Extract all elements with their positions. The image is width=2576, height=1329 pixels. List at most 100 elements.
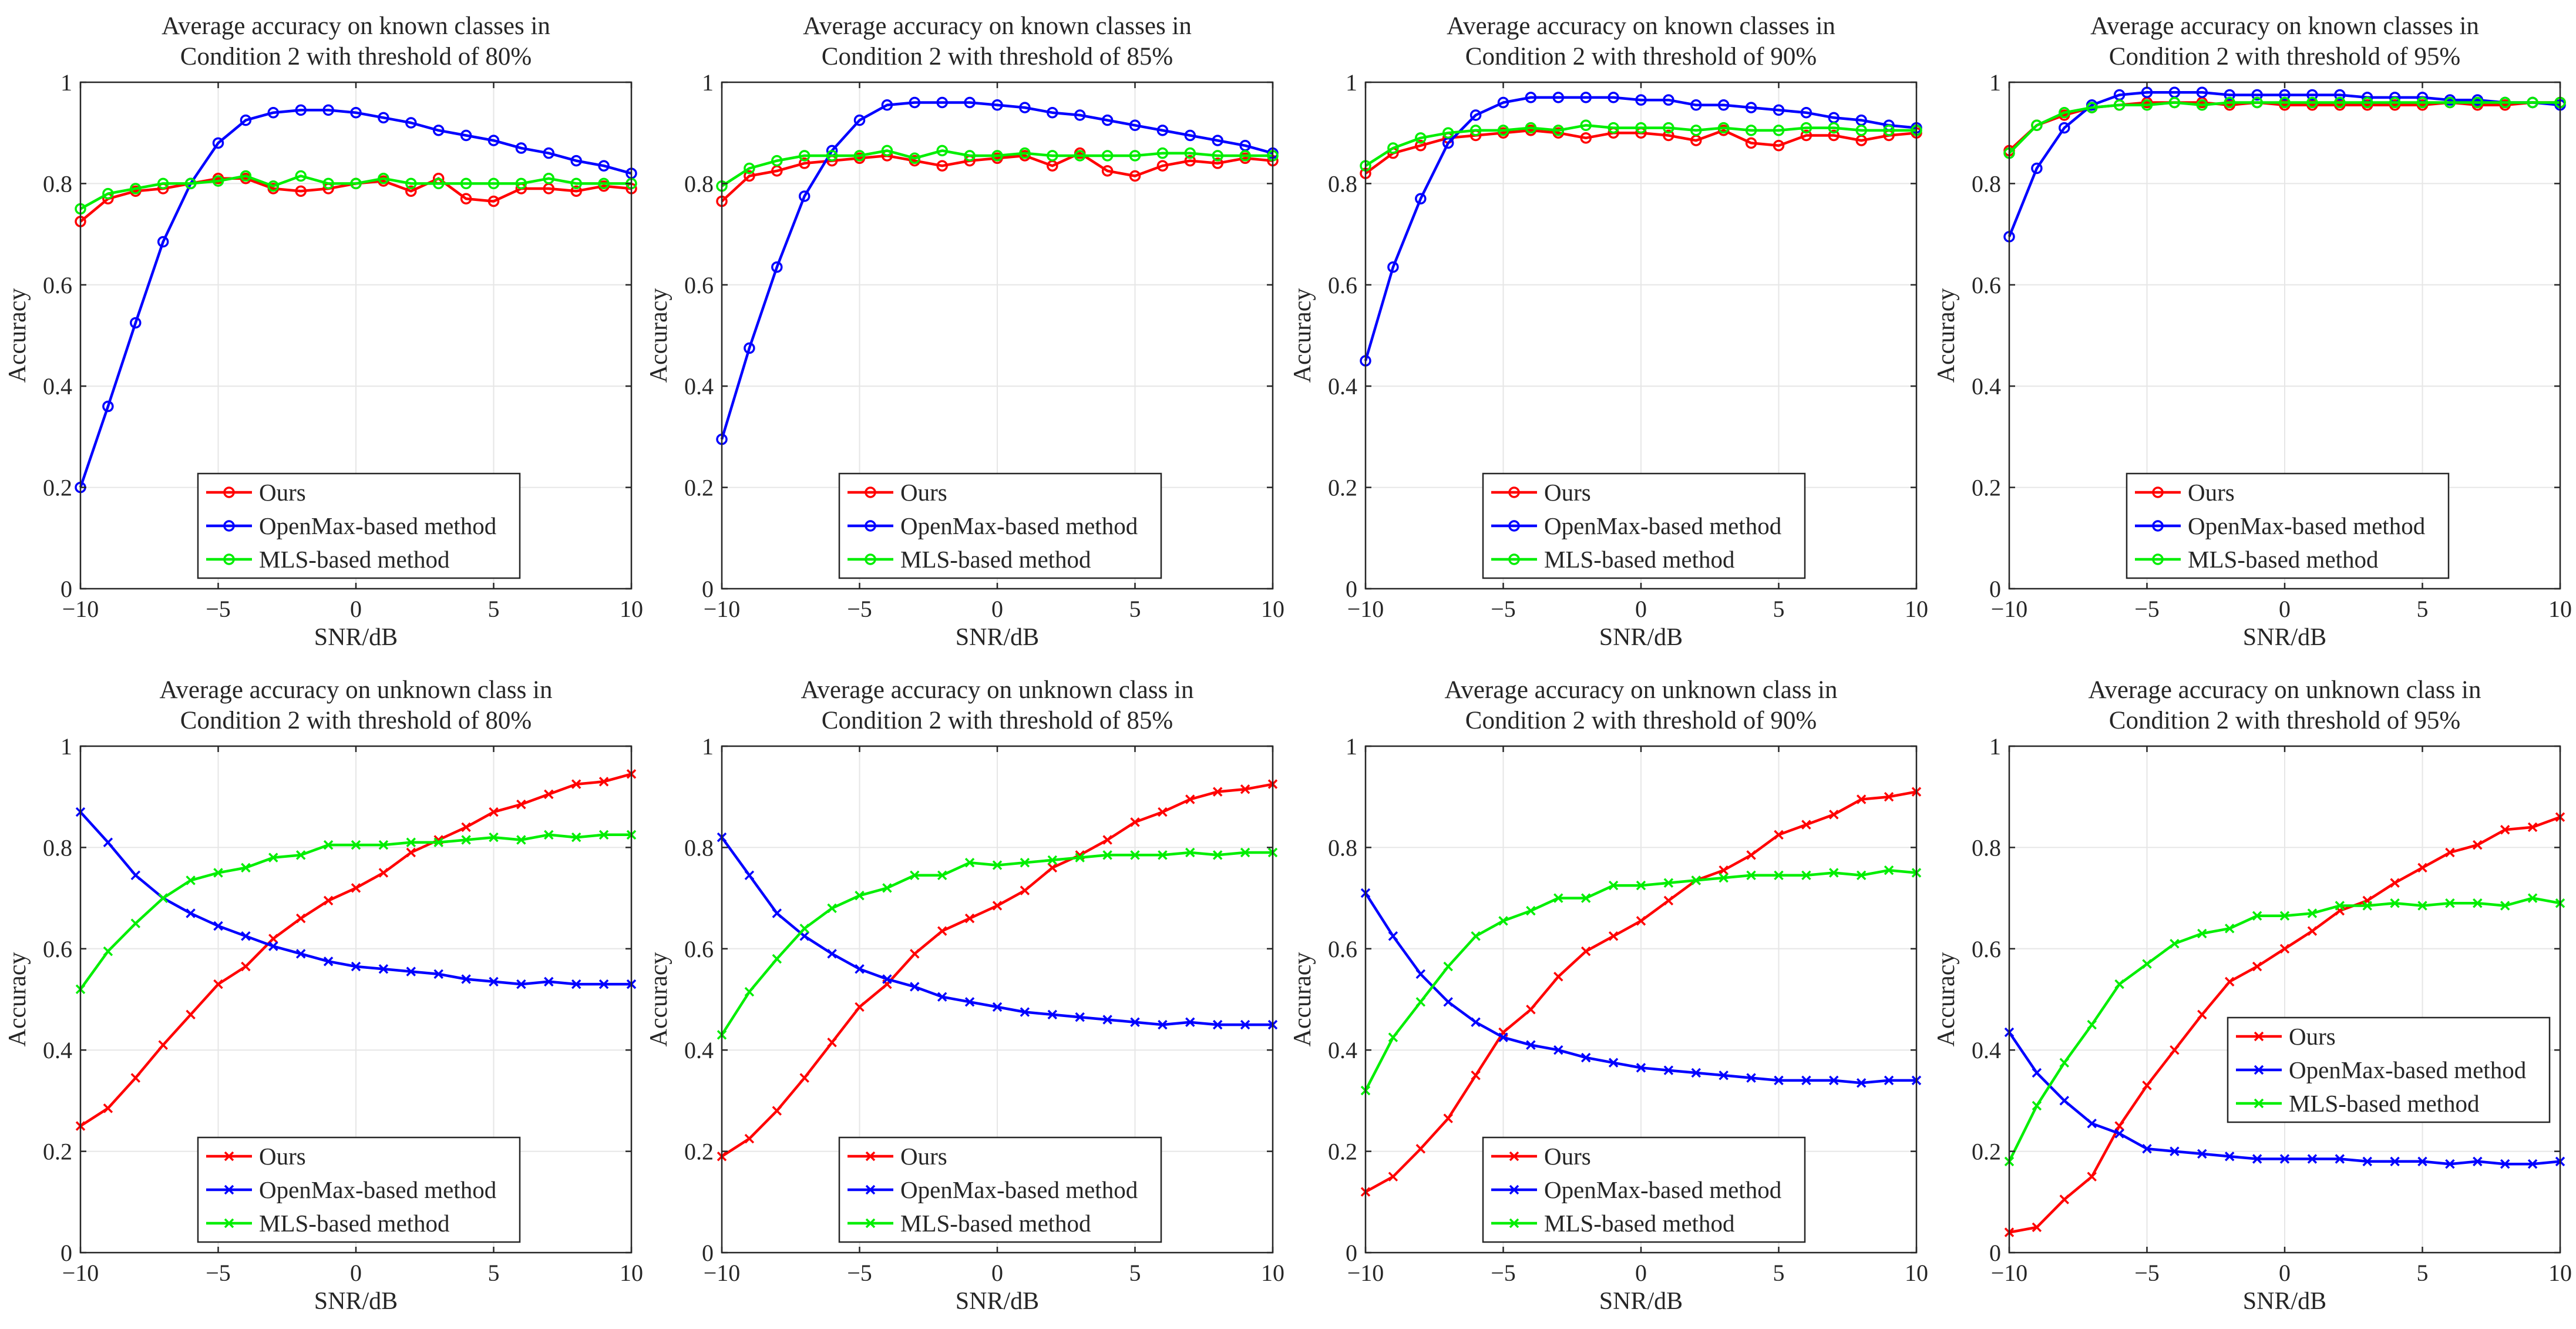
data-point	[1047, 862, 1058, 873]
data-point	[2445, 847, 2455, 858]
data-point	[1075, 1012, 1085, 1022]
data-point	[2417, 1156, 2427, 1167]
legend-marker	[865, 520, 876, 532]
data-point	[460, 193, 472, 205]
y-tick-label: 0.2	[1328, 1139, 1357, 1165]
data-point	[268, 853, 278, 862]
data-point	[350, 106, 362, 119]
data-point	[1387, 261, 1399, 273]
data-point	[598, 979, 609, 989]
x-tick-label: 5	[2417, 1260, 2429, 1286]
data-point	[1212, 787, 1223, 797]
data-point	[1158, 850, 1168, 860]
data-point	[798, 150, 811, 162]
legend-item: OpenMax-based method	[2135, 512, 2425, 539]
data-point	[1636, 916, 1646, 926]
data-point	[1884, 1075, 1894, 1086]
data-point	[268, 934, 278, 944]
legend-item: MLS-based method	[2236, 1090, 2480, 1117]
data-point	[598, 777, 609, 787]
legend-marker	[224, 1184, 234, 1195]
data-point	[1101, 165, 1114, 177]
legend: Ours OpenMax-based method MLS-based method	[2126, 472, 2450, 579]
legend-item: Ours	[1491, 479, 1591, 506]
data-point	[433, 969, 443, 979]
data-point	[1212, 135, 1223, 146]
data-point	[2500, 901, 2510, 911]
data-point	[460, 177, 472, 190]
legend-label: OpenMax-based method	[900, 512, 1138, 539]
legend-label: Ours	[900, 479, 947, 506]
data-point	[1471, 1017, 1481, 1028]
x-tick-label: −10	[1991, 1260, 2028, 1286]
data-point	[295, 949, 306, 959]
data-point	[241, 931, 251, 941]
data-point	[295, 185, 307, 197]
data-point	[1240, 1019, 1250, 1030]
y-tick-label: 0	[60, 576, 72, 602]
data-point	[2445, 898, 2455, 908]
data-point	[827, 903, 837, 914]
data-point	[1156, 160, 1169, 172]
y-tick-label: 0.6	[1328, 272, 1357, 298]
data-point	[2142, 1080, 2152, 1090]
x-tick-label: −10	[1347, 1260, 1384, 1286]
data-point	[406, 847, 416, 858]
data-point	[268, 941, 278, 951]
legend-item: OpenMax-based method	[206, 512, 496, 539]
legend-item: OpenMax-based method	[1491, 1176, 1781, 1203]
data-point	[322, 104, 334, 116]
data-point	[1773, 125, 1785, 136]
chart-7: −10 −5 0 5 10 0 0.2 0.4 0.6 0.8 1 SNR/dB Accuracy Ave…	[1289, 676, 1928, 1315]
legend-label: OpenMax-based method	[2188, 512, 2425, 539]
data-point	[516, 979, 526, 989]
x-tick-label: 0	[1635, 596, 1647, 622]
data-point	[2390, 898, 2400, 908]
x-tick-label: 5	[488, 596, 500, 622]
data-point	[1443, 961, 1453, 972]
x-tick-label: 10	[2548, 596, 2572, 622]
y-tick-label: 0	[702, 1240, 714, 1266]
data-point	[1185, 1017, 1195, 1028]
y-tick-label: 0.6	[684, 272, 714, 298]
data-point	[1020, 1007, 1030, 1017]
x-tick-label: −10	[704, 596, 741, 622]
data-point	[2417, 862, 2427, 873]
data-point	[2197, 928, 2207, 939]
legend: Ours OpenMax-based method MLS-based method	[838, 472, 1162, 579]
data-point	[2252, 911, 2262, 921]
data-point	[130, 183, 142, 194]
data-point	[515, 177, 527, 190]
data-point	[1801, 870, 1811, 881]
data-point	[2335, 901, 2345, 911]
data-point	[1240, 847, 1250, 858]
data-point	[1185, 847, 1195, 858]
x-tick-label: 10	[1261, 1260, 1284, 1286]
legend-marker	[224, 1151, 234, 1162]
x-tick-label: 5	[1129, 596, 1141, 622]
data-point	[212, 175, 224, 187]
series-line	[721, 152, 1273, 203]
y-tick-label: 0.8	[684, 170, 714, 197]
data-point	[853, 150, 866, 162]
legend-marker	[865, 1218, 876, 1229]
data-point	[937, 926, 947, 936]
y-tick-label: 0.8	[43, 170, 72, 197]
x-axis-label: SNR/dB	[956, 624, 1039, 651]
data-point	[1691, 875, 1701, 885]
data-point	[515, 142, 527, 154]
data-point	[1415, 1144, 1426, 1154]
legend-marker	[1508, 520, 1520, 532]
data-point	[1185, 794, 1195, 804]
x-tick-label: −10	[1991, 596, 2028, 622]
data-point	[744, 1133, 755, 1144]
data-point	[1101, 114, 1114, 126]
data-point	[1047, 150, 1058, 162]
data-point	[2170, 1045, 2180, 1055]
y-tick-label: 0.6	[43, 936, 72, 962]
data-point	[1580, 92, 1592, 103]
legend-label: MLS-based method	[1544, 546, 1735, 573]
data-point	[1525, 122, 1537, 134]
data-point	[992, 901, 1003, 911]
data-point	[909, 152, 921, 165]
